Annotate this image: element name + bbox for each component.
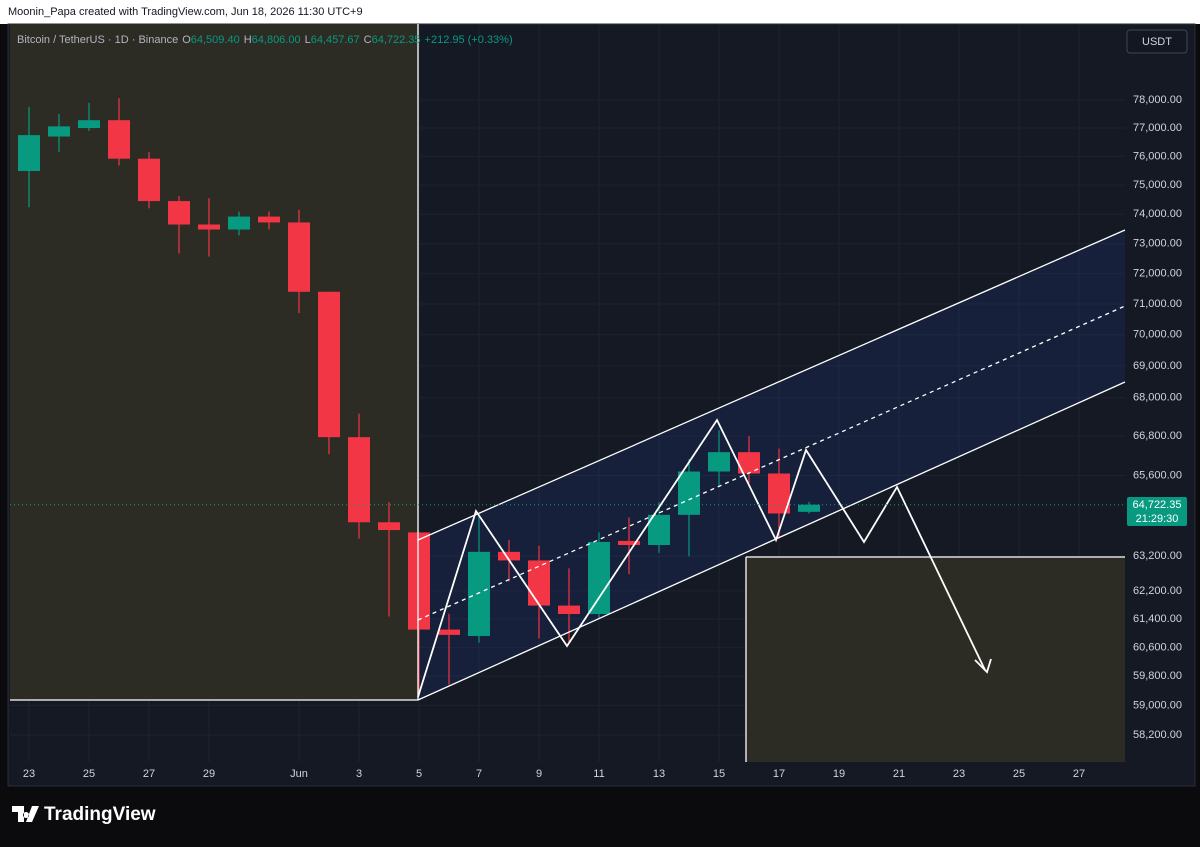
shaded-zone	[10, 24, 418, 700]
logo-icon	[12, 806, 39, 822]
x-tick-label: 15	[713, 768, 725, 780]
candle-body	[18, 135, 40, 172]
symbol: Bitcoin / TetherUS · 1D · Binance	[17, 34, 178, 46]
low: 64,457.67	[311, 34, 360, 46]
high: 64,806.00	[252, 34, 301, 46]
candle-body	[168, 201, 190, 225]
channel-mid	[417, 305, 1126, 621]
h-label: H	[244, 34, 252, 46]
countdown: 21:29:30	[1136, 513, 1179, 525]
x-tick-label: 23	[953, 768, 965, 780]
y-tick-label: 62,200.00	[1133, 585, 1182, 597]
x-tick-label: 25	[1013, 768, 1025, 780]
y-tick-label: 58,200.00	[1133, 729, 1182, 741]
o-label: O	[182, 34, 191, 46]
x-tick-label: 27	[143, 768, 155, 780]
y-tick-label: 78,000.00	[1133, 94, 1182, 106]
caption: Moonin_Papa created with TradingView.com…	[8, 6, 363, 18]
candle-body	[198, 224, 220, 230]
candle-body	[618, 540, 640, 546]
legend: Bitcoin / TetherUS · 1D · Binance O64,509…	[17, 34, 513, 46]
caption-bar	[0, 0, 1200, 24]
logo-text: TradingView	[44, 804, 156, 825]
x-tick-label: 17	[773, 768, 785, 780]
candle-body	[138, 158, 160, 202]
drawings	[10, 24, 1126, 762]
y-tick-label: 60,600.00	[1133, 641, 1182, 653]
x-tick-label: 9	[536, 768, 542, 780]
candle-body	[438, 629, 460, 635]
y-tick-label: 66,800.00	[1133, 430, 1182, 442]
y-tick-label: 72,000.00	[1133, 268, 1182, 280]
zigzag-path	[417, 418, 986, 698]
candle-body	[108, 120, 130, 159]
target-zone	[746, 557, 1125, 762]
candle-body	[228, 216, 250, 230]
close: 64,722.35	[372, 34, 421, 46]
x-tick-label: 29	[203, 768, 215, 780]
logo: TradingView	[12, 804, 156, 825]
x-tick-label: 27	[1073, 768, 1085, 780]
channel-lower	[417, 381, 1126, 701]
candle-body	[648, 514, 670, 546]
x-tick-label: 25	[83, 768, 95, 780]
y-tick-label: 76,000.00	[1133, 150, 1182, 162]
candle-body	[798, 504, 820, 512]
candle-body	[288, 222, 310, 292]
x-tick-label: 13	[653, 768, 665, 780]
y-tick-label: 77,000.00	[1133, 122, 1182, 134]
candle-body	[258, 216, 280, 223]
x-tick-label: 23	[23, 768, 35, 780]
overlay: 78,000.00 77,000.00 76,000.00 75,000.00 74,0…	[10, 94, 1182, 780]
y-tick-label: 61,400.00	[1133, 613, 1182, 625]
channel-upper	[417, 229, 1126, 541]
l-label: L	[305, 34, 311, 46]
x-tick-label: 21	[893, 768, 905, 780]
x-tick-label: 19	[833, 768, 845, 780]
candle-body	[588, 541, 610, 615]
candle-body	[768, 473, 790, 514]
currency-box[interactable]	[1126, 29, 1188, 54]
candle-body	[558, 605, 580, 615]
x-tick-label: Jun	[290, 768, 308, 780]
candle-body	[48, 126, 70, 137]
open: 64,509.40	[191, 34, 240, 46]
y-tick-label: 75,000.00	[1133, 179, 1182, 191]
candle-body	[318, 291, 340, 438]
change: +212.95 (+0.33%)	[425, 34, 513, 46]
candle-body	[348, 437, 370, 523]
y-tick-label: 71,000.00	[1133, 298, 1182, 310]
y-tick-label: 65,600.00	[1133, 469, 1182, 481]
candle-body	[528, 560, 550, 606]
x-tick-label: 3	[356, 768, 362, 780]
y-tick-label: 73,000.00	[1133, 238, 1182, 250]
y-tick-label: 63,200.00	[1133, 550, 1182, 562]
candle-body	[78, 120, 100, 129]
candle-body	[408, 532, 430, 630]
y-tick-label: 59,800.00	[1133, 670, 1182, 682]
arrow-head	[974, 658, 992, 674]
y-tick-label: 59,000.00	[1133, 699, 1182, 711]
candle-body	[708, 452, 730, 472]
y-tick-label: 69,000.00	[1133, 360, 1182, 372]
x-tick-label: 5	[416, 768, 422, 780]
x-tick-label: 11	[593, 768, 604, 780]
price-box	[1127, 497, 1187, 526]
candles	[18, 98, 820, 696]
y-tick-label: 70,000.00	[1133, 329, 1182, 341]
candle-body	[738, 452, 760, 474]
currency[interactable]: USDT	[1142, 36, 1172, 48]
candle-body	[678, 471, 700, 515]
x-tick-label: 7	[476, 768, 482, 780]
y-tick-label: 68,000.00	[1133, 391, 1182, 403]
candle-body	[498, 551, 520, 561]
last-price: 64,722.35	[1133, 499, 1182, 511]
candle-body	[378, 522, 400, 531]
c-label: C	[364, 34, 372, 46]
candle-body	[468, 551, 490, 636]
y-tick-label: 74,000.00	[1133, 208, 1182, 220]
